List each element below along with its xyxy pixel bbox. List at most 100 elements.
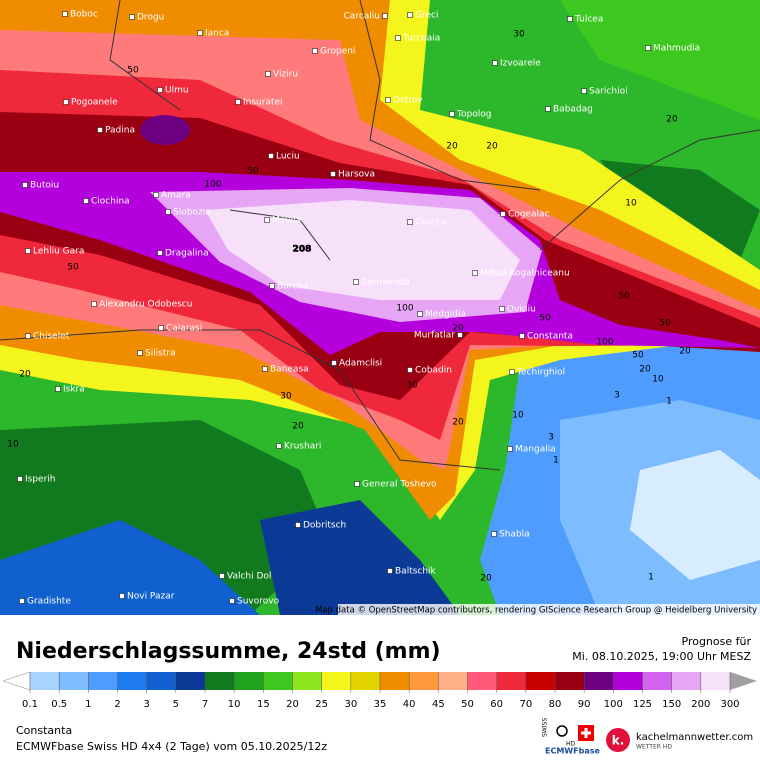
legend-swatch (467, 672, 498, 690)
city-label: Amara (161, 191, 191, 201)
city-label: Ulmu (165, 86, 189, 96)
city-label: Techirghiol (516, 368, 565, 378)
legend-tick-label: 10 (228, 699, 241, 710)
city-dot (83, 198, 89, 204)
forecast-label: Prognose für (682, 635, 752, 648)
city-label: Ciochina (91, 197, 130, 207)
contour-label: 30 (406, 381, 418, 391)
city-label: Murfatlar (414, 331, 455, 341)
legend-swatch (409, 672, 439, 690)
contour-label: 20 (639, 365, 651, 375)
legend-tick-label: 50 (461, 699, 474, 710)
attribution: Map data © OpenStreetMap contributors, r… (315, 606, 757, 616)
field-blue (0, 520, 260, 615)
legend-swatch (671, 672, 702, 690)
city-label: Silistra (145, 349, 176, 359)
city-dot (509, 369, 515, 375)
city-dot (17, 476, 23, 482)
city-dot (395, 35, 401, 41)
contour-label: 208 (293, 245, 312, 255)
legend-tick-label: 3 (143, 699, 149, 710)
city-label: Krushari (284, 442, 321, 452)
legend-tick-label: 150 (662, 699, 681, 710)
city-label: Adamclisi (339, 359, 382, 369)
legend-tick-label: 100 (604, 699, 623, 710)
logo-cross (581, 728, 591, 738)
legend-swatch (555, 672, 585, 690)
map: Boboc Drogu Ianca Carcaliu Greci Tulcea Turcoa… (0, 0, 760, 615)
city-dot (165, 209, 171, 215)
city-dot (276, 443, 282, 449)
city-dot (157, 250, 163, 256)
logo-ecmwf: ECMWFbase (545, 747, 600, 756)
city-label: Insuratei (243, 98, 283, 108)
title: Niederschlagssumme, 24std (mm) (16, 639, 441, 664)
city-label: Borcea (277, 282, 308, 292)
contour-label: 20 (666, 115, 678, 125)
city-dot (491, 531, 497, 537)
city-label: Babadag (553, 105, 593, 115)
field-darkpurple (140, 115, 190, 145)
city-dot (507, 446, 513, 452)
city-dot (354, 481, 360, 487)
city-label: Dragalina (165, 249, 209, 259)
city-dot (91, 301, 97, 307)
legend-tick-label: 15 (257, 699, 270, 710)
legend-tick-label: 2 (114, 699, 120, 710)
city-dot (63, 99, 69, 105)
city-label: Slobozia (173, 208, 211, 218)
legend-tick-label: 7 (202, 699, 208, 710)
contour-label: 20 (480, 574, 492, 584)
legend-swatch (496, 672, 527, 690)
contour-label: 10 (625, 199, 637, 209)
legend-tick-label: 25 (315, 699, 328, 710)
legend-tick-label: 80 (549, 699, 562, 710)
legend-tick-label: 70 (519, 699, 532, 710)
city-label: Baneasa (270, 365, 309, 375)
city-dot (268, 153, 274, 159)
city-label: Izvoarele (500, 59, 541, 69)
city-dot (492, 60, 498, 66)
contour-label: 20 (486, 142, 498, 152)
city-dot (407, 219, 413, 225)
city-label: Ostrov (393, 96, 423, 106)
field-sea-pale (630, 450, 760, 580)
legend-swatch (234, 672, 264, 690)
city-dot (62, 11, 68, 17)
city-label: Dobritsch (303, 521, 346, 531)
legend-swatch (146, 672, 177, 690)
city-label: Boboc (70, 10, 98, 20)
city-dot (581, 88, 587, 94)
city-label: Harsova (338, 170, 375, 180)
city-label: Viziru (273, 70, 298, 80)
city-label: Gradishte (27, 597, 71, 607)
model-run: ECMWFbase Swiss HD 4x4 (2 Tage) vom 05.1… (16, 740, 327, 753)
city-label: Medgidia (425, 310, 466, 320)
city-dot (157, 87, 163, 93)
city-label: Chiselet (33, 332, 70, 342)
legend-swatch (438, 672, 468, 690)
contour-label: 100 (204, 180, 221, 190)
city-dot (382, 13, 388, 19)
contour-label: 10 (652, 375, 664, 385)
city-label: Luciu (276, 152, 300, 162)
city-label: Gropeni (320, 47, 355, 57)
city-label: Suvorovo (237, 597, 280, 607)
city-label: Cernavoda (361, 278, 410, 288)
city-label: Isperih (25, 475, 56, 485)
legend-swatch (117, 672, 148, 690)
attribution-bg (338, 604, 760, 615)
field-pale (205, 200, 520, 300)
city-dot (235, 99, 241, 105)
contour-label: 3 (548, 433, 554, 443)
city-label: Pogoanele (71, 98, 118, 108)
city-dot (119, 593, 125, 599)
legend-tick-label: 125 (633, 699, 652, 710)
city-dot (417, 311, 423, 317)
city-label: Butoiu (30, 181, 59, 191)
legend-tick-label: 1 (85, 699, 91, 710)
city-dot (353, 279, 359, 285)
city-label: Drogu (137, 13, 164, 23)
city-dot (55, 386, 61, 392)
